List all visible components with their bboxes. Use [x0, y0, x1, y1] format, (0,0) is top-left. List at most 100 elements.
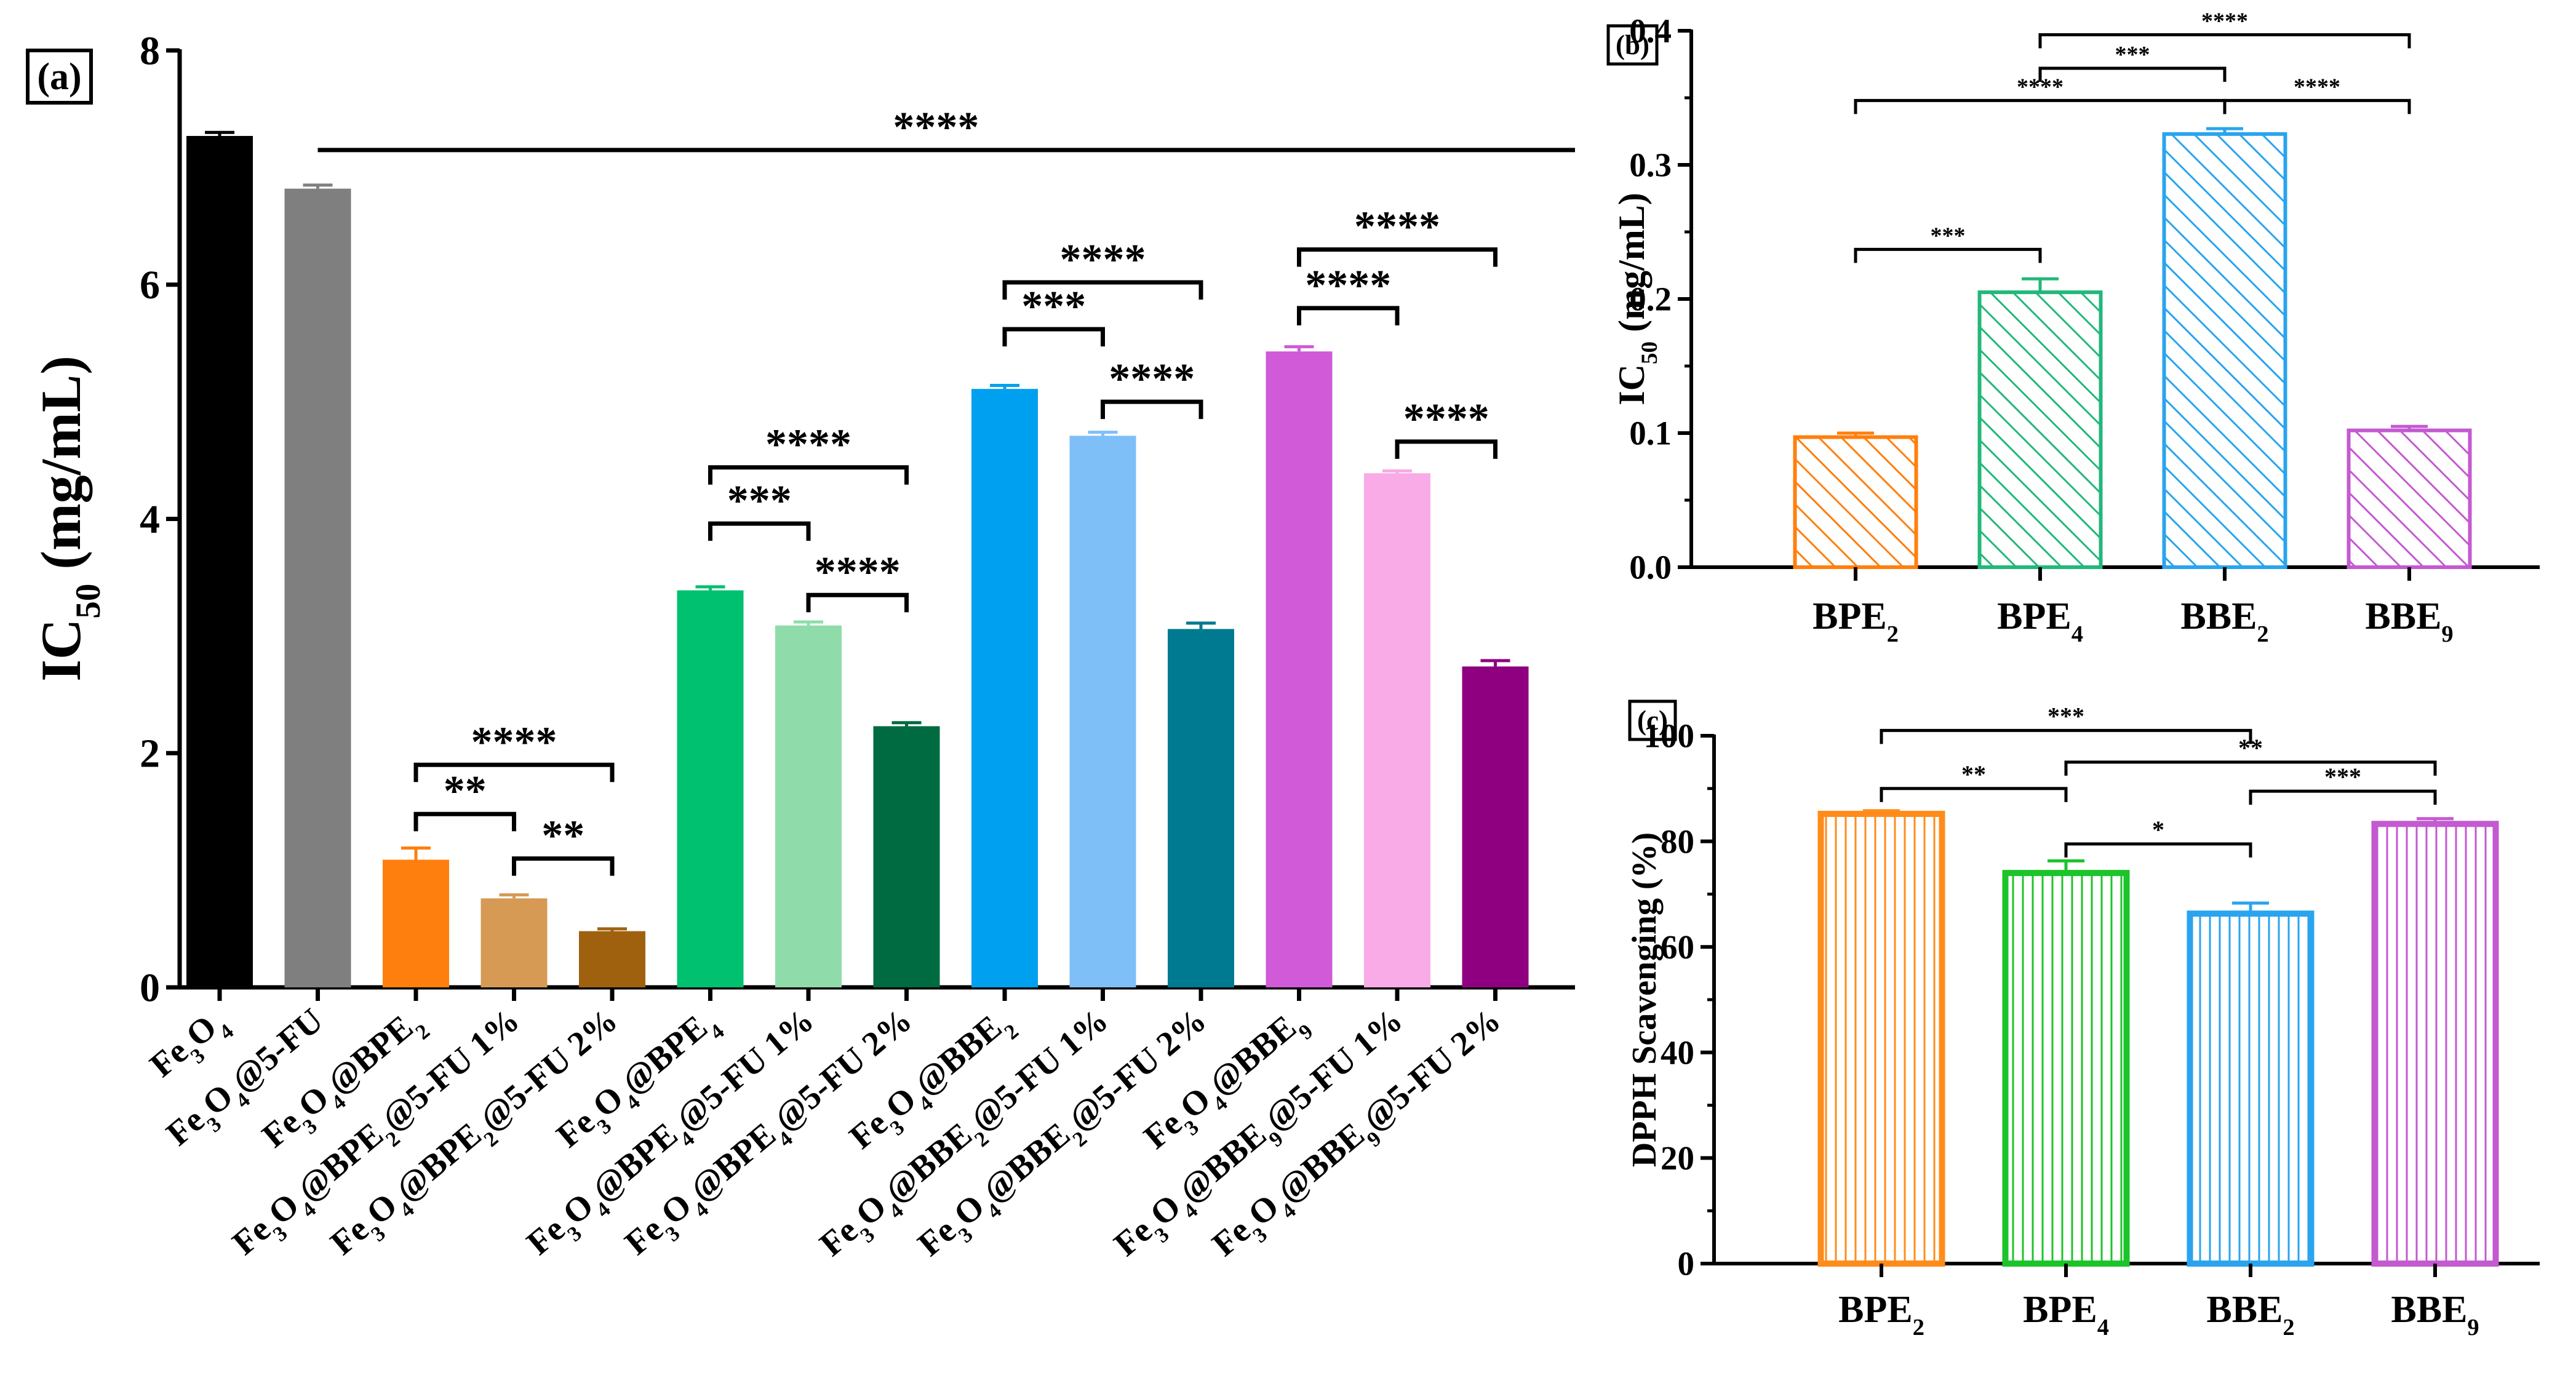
label-part: O	[359, 1186, 404, 1232]
significance-label: ****	[1354, 204, 1440, 251]
significance-bracket	[1101, 399, 1203, 420]
label-part: IC	[1611, 364, 1652, 405]
significance-label: ****	[1060, 236, 1146, 284]
significance-label: ****	[2201, 9, 2248, 34]
significance-bracket	[708, 521, 811, 541]
y-tick-label: 0.0	[1629, 549, 1672, 586]
label-part: O	[196, 1077, 241, 1123]
significance-bracket	[1002, 327, 1105, 347]
label-part: Fe	[324, 1210, 376, 1262]
significance-bracket	[1297, 306, 1400, 325]
label-part: O	[848, 1187, 893, 1233]
label-part: Fe	[549, 1102, 602, 1155]
bar	[2162, 132, 2287, 570]
y-tick-label: 80	[1661, 822, 1694, 860]
label-part: BPE	[2023, 1289, 2097, 1331]
label-part: BBE	[2180, 595, 2257, 637]
bar	[1793, 435, 1918, 569]
significance-label: ****	[471, 719, 557, 766]
label-subscript: 2	[1913, 1315, 1924, 1340]
significance-label: ****	[1403, 396, 1489, 443]
x-tick-label: BPE4	[2023, 1289, 2109, 1340]
label-part: BBE	[2206, 1289, 2283, 1331]
bar	[1817, 810, 1945, 1267]
significance-bracket	[2064, 760, 2437, 776]
bar	[1462, 666, 1529, 987]
bar	[186, 135, 253, 987]
bar	[579, 931, 645, 987]
y-axis-label: IC50 (mg/mL)	[1611, 193, 1662, 405]
label-part: O	[291, 1078, 336, 1125]
label-part: O	[586, 1078, 631, 1125]
x-tick-label: BBE2	[2206, 1289, 2294, 1340]
significance-label: **	[2238, 734, 2263, 762]
y-tick-label: 8	[140, 28, 160, 73]
bar	[1364, 473, 1430, 987]
significance-bracket	[1297, 247, 1497, 267]
label-part: O	[179, 1008, 224, 1054]
bar	[1069, 436, 1136, 987]
bar	[1266, 351, 1333, 988]
label-part: Fe	[520, 1210, 572, 1262]
significance-label: ****	[765, 421, 851, 469]
significance-bracket	[413, 811, 516, 832]
y-tick-label: 40	[1661, 1034, 1694, 1072]
label-part: Fe	[618, 1210, 670, 1262]
x-tick-label: BBE9	[2365, 595, 2453, 647]
label-part: Fe	[1107, 1211, 1159, 1264]
bar	[383, 859, 449, 987]
y-tick-label: 60	[1661, 928, 1694, 966]
significance-label: ***	[2324, 763, 2361, 791]
y-tick-label: 0.3	[1629, 146, 1672, 184]
x-tick-label: BBE2	[2180, 595, 2268, 647]
significance-bracket	[1854, 98, 2227, 114]
x-tick-label: Fe3O4	[143, 1001, 237, 1091]
significance-bracket	[2038, 33, 2411, 49]
label-part: Fe	[1137, 1104, 1189, 1156]
significance-label: ****	[2017, 74, 2064, 100]
significance-bracket	[806, 592, 909, 613]
panel-label: (b)	[1616, 30, 1649, 60]
y-tick-label: 6	[140, 263, 160, 308]
x-tick-label: BPE4	[1997, 595, 2083, 647]
panel-label: (a)	[37, 56, 81, 98]
label-part: Fe	[842, 1104, 895, 1156]
y-tick-label: 2	[140, 731, 160, 776]
label-part: O	[879, 1080, 923, 1126]
x-tick-label: BBE9	[2391, 1289, 2479, 1340]
significance-bracket	[413, 762, 615, 783]
y-axis-label: IC50 (mg/mL)	[30, 356, 108, 682]
label-part: (mg/mL)	[30, 356, 92, 583]
label-part: O	[1241, 1187, 1286, 1233]
label-part: BBE	[2365, 595, 2441, 637]
x-tick-label: BPE2	[1838, 1289, 1924, 1340]
label-part: O	[261, 1186, 306, 1232]
label-part: BPE	[1838, 1289, 1913, 1331]
panel-label-box	[26, 49, 93, 105]
bar	[284, 188, 351, 988]
significance-bracket	[2038, 66, 2227, 82]
label-part: Fe	[225, 1210, 277, 1262]
y-tick-label: 4	[140, 497, 160, 542]
bar	[1977, 290, 2103, 569]
y-tick-label: 100	[1644, 717, 1695, 755]
significance-bracket	[1880, 787, 2068, 802]
panel-label-box	[1628, 699, 1677, 741]
significance-bracket	[512, 856, 615, 876]
bar	[971, 389, 1038, 987]
bar	[873, 726, 940, 987]
significance-label: ****	[893, 104, 979, 151]
significance-label: **	[1961, 760, 1986, 788]
bar	[1168, 629, 1234, 987]
bar	[677, 590, 744, 987]
label-part: Fe	[255, 1102, 308, 1155]
label-part: Fe	[813, 1211, 865, 1264]
significance-bracket	[1880, 728, 2252, 744]
label-subscript: 9	[2441, 621, 2453, 647]
y-tick-label: 0.1	[1629, 415, 1672, 452]
significance-label: *	[2152, 816, 2164, 843]
significance-bracket	[1002, 280, 1203, 300]
label-subscript: 9	[2467, 1315, 2479, 1340]
